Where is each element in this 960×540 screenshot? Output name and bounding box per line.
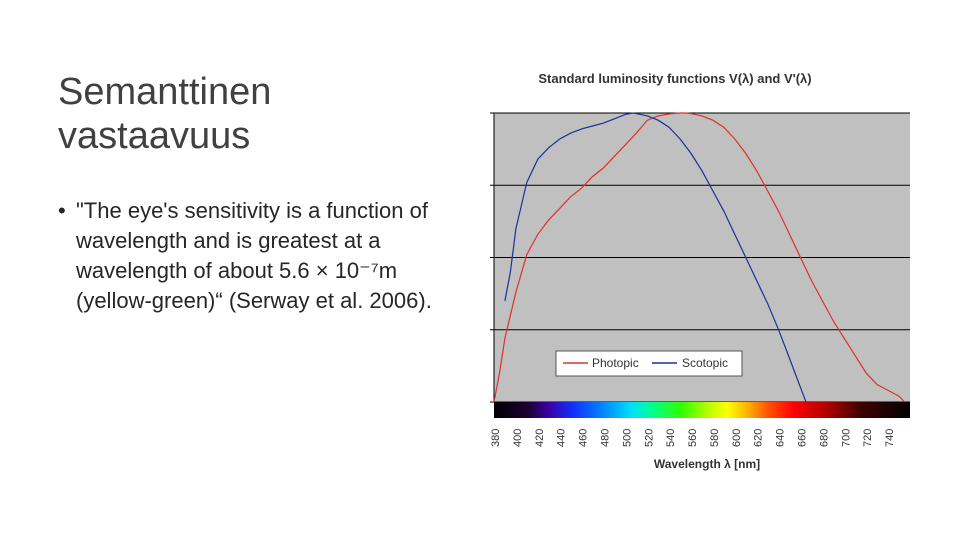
x-tick-label: 680 xyxy=(818,429,830,447)
x-tick-label: 640 xyxy=(775,429,787,447)
bullet-text: "The eye's sensitivity is a function of … xyxy=(76,198,432,313)
x-tick-label: 520 xyxy=(643,429,655,447)
x-tick-label: 620 xyxy=(753,429,765,447)
series-line-scotopic xyxy=(504,112,807,403)
chart-title: Standard luminosity functions V(λ) and V… xyxy=(538,71,811,86)
x-tick-label: 580 xyxy=(709,429,721,447)
x-tick-label: 600 xyxy=(731,429,743,447)
legend-label-photopic: Photopic xyxy=(592,356,639,370)
x-tick-label: 460 xyxy=(578,429,590,447)
x-tick-label: 700 xyxy=(840,429,852,447)
x-tick-label: 560 xyxy=(687,429,699,447)
series-line-photopic xyxy=(493,112,905,403)
x-tick-labels: 380 400 420 440 460 480 500 520 540 560 580 600 620 6… xyxy=(490,429,896,447)
x-tick-label: 740 xyxy=(884,429,896,447)
bullet-item: • "The eye's sensitivity is a function o… xyxy=(58,196,438,316)
series-layer xyxy=(493,112,905,403)
x-tick-label: 540 xyxy=(665,429,677,447)
x-tick-label: 380 xyxy=(490,429,502,447)
x-tick-label: 480 xyxy=(599,429,611,447)
x-tick-label: 720 xyxy=(862,429,874,447)
spectrum-bar xyxy=(494,402,910,418)
x-tick-label: 400 xyxy=(512,429,524,447)
x-tick-label: 440 xyxy=(556,429,568,447)
legend-label-scotopic: Scotopic xyxy=(682,356,728,370)
x-tick-label: 420 xyxy=(534,429,546,447)
x-tick-label: 660 xyxy=(797,429,809,447)
bullet-dot: • xyxy=(58,198,66,223)
legend: Photopic Scotopic xyxy=(555,350,743,377)
slide-title: Semanttinen vastaavuus xyxy=(58,71,272,157)
x-tick-label: 500 xyxy=(621,429,633,447)
x-axis-label: Wavelength λ [nm] xyxy=(654,457,760,471)
